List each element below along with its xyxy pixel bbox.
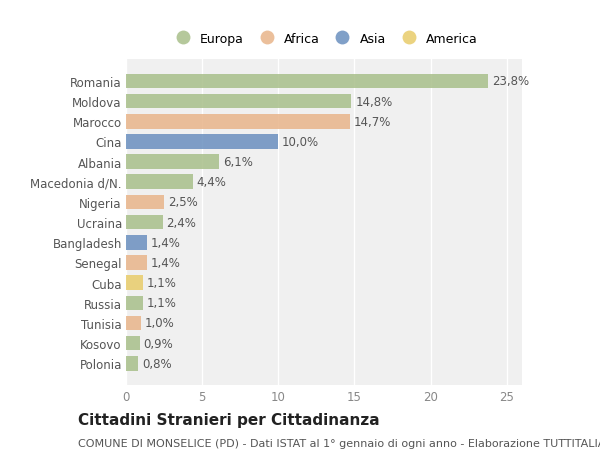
Bar <box>126 215 163 230</box>
Text: 23,8%: 23,8% <box>493 75 529 88</box>
Bar <box>126 115 350 129</box>
Bar <box>126 175 193 190</box>
Text: 14,7%: 14,7% <box>354 116 391 129</box>
Text: 1,4%: 1,4% <box>151 236 181 249</box>
Text: 0,8%: 0,8% <box>142 357 172 370</box>
Bar <box>126 356 138 371</box>
Bar <box>126 276 143 290</box>
Text: Cittadini Stranieri per Cittadinanza: Cittadini Stranieri per Cittadinanza <box>78 413 380 428</box>
Text: 4,4%: 4,4% <box>197 176 227 189</box>
Bar <box>126 195 164 210</box>
Bar <box>126 336 140 351</box>
Text: 1,1%: 1,1% <box>146 297 176 310</box>
Bar <box>126 235 148 250</box>
Text: 6,1%: 6,1% <box>223 156 253 169</box>
Text: 1,4%: 1,4% <box>151 257 181 269</box>
Bar <box>126 155 219 169</box>
Bar <box>126 296 143 310</box>
Text: 2,5%: 2,5% <box>168 196 197 209</box>
Text: 1,0%: 1,0% <box>145 317 175 330</box>
Text: 2,4%: 2,4% <box>166 216 196 229</box>
Bar <box>126 316 141 330</box>
Bar <box>126 256 148 270</box>
Text: COMUNE DI MONSELICE (PD) - Dati ISTAT al 1° gennaio di ogni anno - Elaborazione : COMUNE DI MONSELICE (PD) - Dati ISTAT al… <box>78 438 600 448</box>
Bar <box>126 135 278 149</box>
Bar <box>126 74 488 89</box>
Text: 0,9%: 0,9% <box>143 337 173 350</box>
Legend: Europa, Africa, Asia, America: Europa, Africa, Asia, America <box>167 30 481 48</box>
Text: 10,0%: 10,0% <box>282 135 319 149</box>
Bar <box>126 95 352 109</box>
Text: 14,8%: 14,8% <box>355 95 392 108</box>
Text: 1,1%: 1,1% <box>146 276 176 290</box>
